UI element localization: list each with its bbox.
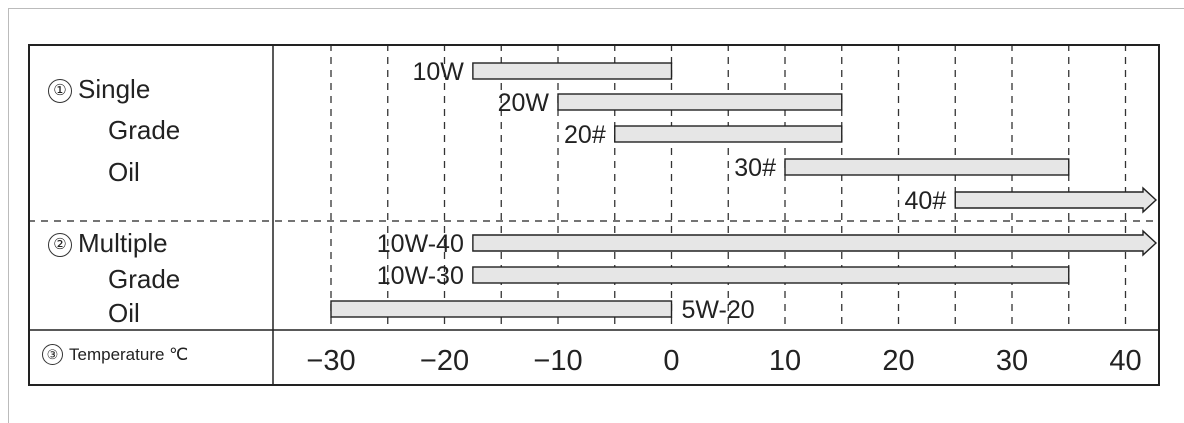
- bar-label: 20#: [564, 121, 606, 149]
- oil-temperature-chart: 10W 20W 20# 30# 40# 10W-40 10W-30 5W-20 −30 −20−…: [28, 44, 1160, 386]
- tick-label: 0: [663, 345, 679, 377]
- bar-rect: [557, 93, 843, 111]
- group-label-line: ① Single: [48, 74, 150, 104]
- frame-layer: [28, 44, 1160, 386]
- bar-label: 20W: [498, 89, 550, 117]
- tick-label: 20: [882, 345, 914, 377]
- bar-label: 5W-20: [682, 296, 755, 324]
- bar-10w-30: 10W-30: [377, 262, 1070, 290]
- tick-label: 10: [769, 345, 801, 377]
- bar-label: 10W-30: [377, 262, 464, 290]
- group-label-line: ② Multiple: [48, 228, 168, 258]
- bar-5w-20: 5W-20: [330, 296, 755, 324]
- axis-label-text: Temperature ℃: [69, 345, 189, 364]
- group-label-line: Grade: [108, 264, 181, 294]
- group-label-line: Oil: [108, 157, 140, 187]
- group-number-badge: ②: [48, 233, 72, 257]
- bar-rect: [784, 158, 1070, 176]
- bar-label: 10W: [412, 58, 464, 86]
- bar-label: 30#: [734, 154, 776, 182]
- tick-label: 40: [1109, 345, 1141, 377]
- bar-arrow-shape: [954, 186, 1158, 214]
- bar-10w-40: 10W-40: [377, 229, 1158, 258]
- group-label-line: Oil: [108, 298, 140, 328]
- bar-label: 10W-40: [377, 230, 464, 258]
- bar-10w: 10W: [412, 58, 673, 86]
- bar-20-: 20#: [564, 121, 843, 149]
- bar-rect: [614, 125, 843, 143]
- bar-40-: 40#: [905, 186, 1158, 215]
- bar-rect: [330, 300, 673, 318]
- bar-label: 40#: [905, 187, 947, 215]
- group-label-line: Grade: [108, 115, 181, 145]
- chart-border: [28, 44, 1160, 386]
- bars-layer: 10W 20W 20# 30# 40# 10W-40 10W-30 5W-20: [330, 58, 1158, 324]
- page-frame: [8, 8, 1184, 423]
- bar-rect: [472, 62, 673, 80]
- group-label-text: Single: [78, 74, 151, 104]
- tick-label: −10: [533, 345, 582, 377]
- bar-arrow-shape: [472, 229, 1158, 257]
- group-label-text: Multiple: [78, 228, 168, 258]
- temperature-axis-label: ③ Temperature ℃: [42, 342, 188, 368]
- group-number-badge: ①: [48, 79, 72, 103]
- tick-label: 30: [996, 345, 1028, 377]
- axis-number-badge: ③: [42, 344, 63, 365]
- tick-layer: −30 −20 −10 0 10 20 30 40: [306, 345, 1141, 377]
- tick-label: −30: [306, 345, 355, 377]
- bar-30-: 30#: [734, 154, 1070, 182]
- bar-rect: [472, 266, 1070, 284]
- bar-20w: 20W: [498, 89, 843, 117]
- tick-label: −20: [420, 345, 469, 377]
